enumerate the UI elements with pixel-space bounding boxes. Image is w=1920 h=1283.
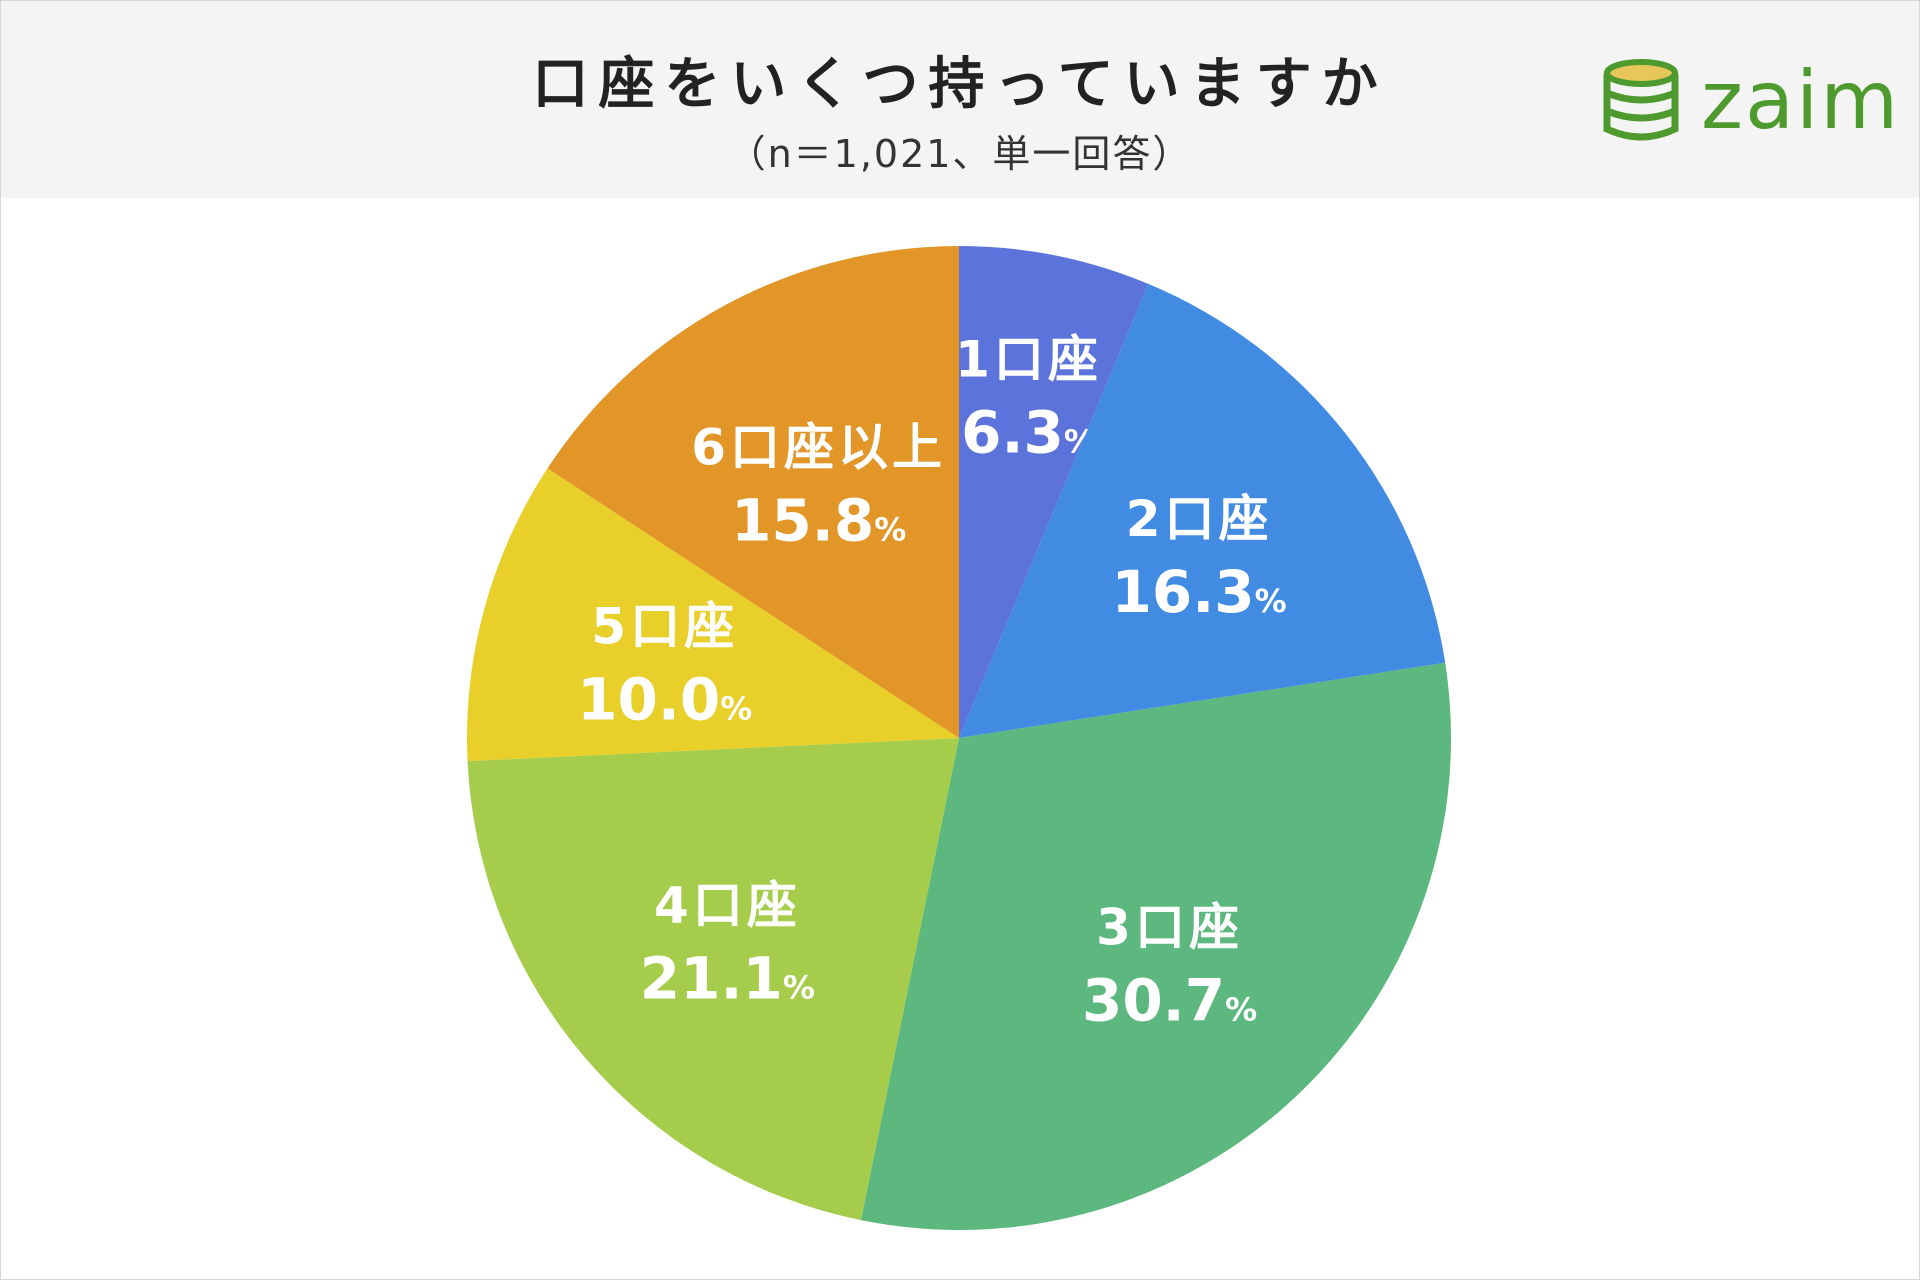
slice-category-label: 5口座 (591, 598, 738, 656)
slice-category-label: 4口座 (654, 877, 801, 935)
chart-subtitle: （n＝1,021、単一回答） (727, 132, 1193, 176)
chart-title: 口座をいくつ持っていますか (532, 52, 1388, 117)
pie-slice-1 (959, 246, 1149, 738)
pie-slice-3 (860, 662, 1451, 1230)
coin-stack-icon (1603, 59, 1679, 141)
pie-slice-2 (959, 283, 1446, 738)
chart-header: 口座をいくつ持っていますか （n＝1,021、単一回答） zaim (1, 1, 1919, 198)
logo-wordmark: zaim (1701, 54, 1901, 147)
slice-category-label: 6口座以上 (691, 418, 946, 476)
slice-category-label: 3口座 (1096, 899, 1243, 957)
slice-category-label: 1口座 (955, 331, 1102, 389)
pie-slice-4 (467, 738, 959, 1221)
slice-category-label: 2口座 (1126, 490, 1273, 548)
pie-chart-area: 1口座 6.3% 2口座 16.3% 3口座 30.7% 4口座 21.1% 5口座 10.0% 6… (1, 198, 1919, 1279)
pie-slice-5 (467, 468, 959, 762)
pie-slice-6 (547, 246, 959, 738)
zaim-logo: zaim (1593, 53, 1898, 149)
pie-chart: 1口座6.3%2口座16.3%3口座30.7%4口座21.1%5口座10.0%6… (467, 246, 1451, 1230)
